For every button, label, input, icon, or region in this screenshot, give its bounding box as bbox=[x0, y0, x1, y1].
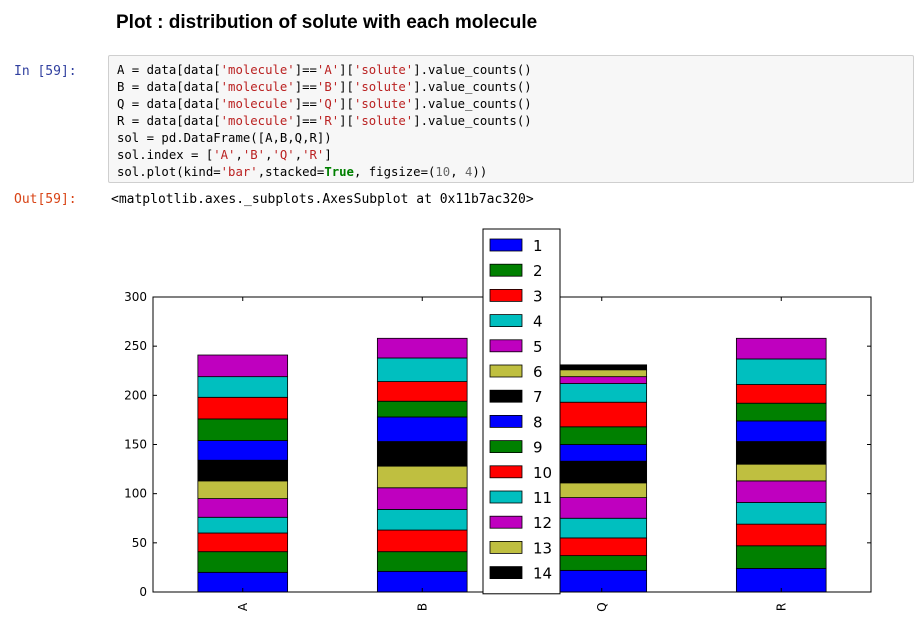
bar-segment bbox=[556, 497, 648, 519]
bar-segment bbox=[556, 537, 648, 557]
legend-label: 12 bbox=[533, 514, 552, 532]
legend-swatch bbox=[489, 566, 523, 579]
page-title: Plot : distribution of solute with each … bbox=[116, 12, 538, 33]
output-prompt: Out[59]: bbox=[14, 192, 77, 207]
bar-segment bbox=[197, 459, 289, 482]
legend-label: 2 bbox=[533, 262, 543, 280]
legend-swatch bbox=[489, 238, 523, 252]
output-text: <matplotlib.axes._subplots.AxesSubplot a… bbox=[111, 192, 534, 207]
bar-segment bbox=[735, 480, 827, 503]
bar-segment bbox=[735, 502, 827, 525]
legend-swatch bbox=[489, 263, 523, 277]
y-tick-label: 50 bbox=[132, 536, 147, 550]
x-tick-label: R bbox=[774, 603, 788, 611]
legend-label: 5 bbox=[533, 338, 543, 356]
legend-swatch bbox=[489, 440, 523, 454]
legend-label: 11 bbox=[533, 489, 552, 507]
bar-segment bbox=[556, 376, 648, 384]
code-line: B = data[data['molecule']=='B']['solute'… bbox=[117, 80, 532, 94]
bar-segment bbox=[197, 440, 289, 461]
bar-segment bbox=[556, 482, 648, 499]
legend-swatch bbox=[489, 389, 523, 403]
y-tick-label: 100 bbox=[124, 487, 147, 501]
legend-label: 14 bbox=[533, 565, 552, 583]
bar-segment bbox=[197, 418, 289, 441]
legend-swatch bbox=[489, 314, 523, 328]
bar-segment bbox=[735, 337, 827, 360]
bar-segment bbox=[735, 402, 827, 422]
y-tick-label: 250 bbox=[124, 339, 147, 353]
y-tick-label: 0 bbox=[139, 585, 147, 599]
bar-segment bbox=[735, 384, 827, 404]
bar-segment bbox=[556, 460, 648, 484]
bar-segment bbox=[556, 555, 648, 571]
bar-segment bbox=[556, 364, 648, 371]
bar-segment bbox=[556, 401, 648, 428]
bar-segment bbox=[376, 465, 468, 489]
legend-label: 8 bbox=[533, 413, 543, 431]
bar-segment bbox=[376, 551, 468, 572]
bar-segment bbox=[735, 523, 827, 547]
code-editor[interactable]: A = data[data['molecule']=='A']['solute'… bbox=[117, 62, 905, 181]
x-tick-label: B bbox=[415, 603, 429, 611]
input-prompt: In [59]: bbox=[14, 64, 77, 79]
y-tick-label: 150 bbox=[124, 438, 147, 452]
legend-label: 7 bbox=[533, 388, 543, 406]
bar-segment bbox=[197, 551, 289, 573]
code-line: Q = data[data['molecule']=='Q']['solute'… bbox=[117, 97, 532, 111]
bar-segment bbox=[197, 396, 289, 420]
bar-segment bbox=[197, 480, 289, 499]
bar-segment bbox=[197, 376, 289, 398]
bar-segment bbox=[376, 529, 468, 553]
legend-label: 13 bbox=[533, 539, 552, 557]
legend-swatch bbox=[489, 414, 523, 428]
bar-segment bbox=[197, 516, 289, 534]
y-tick-label: 200 bbox=[124, 388, 147, 402]
bar-segment bbox=[376, 508, 468, 531]
code-line: sol = pd.DataFrame([A,B,Q,R]) bbox=[117, 131, 332, 145]
bar-segment bbox=[735, 441, 827, 465]
bar-segment bbox=[376, 441, 468, 467]
legend-swatch bbox=[489, 541, 523, 554]
legend-swatch bbox=[489, 515, 523, 529]
legend-swatch bbox=[489, 490, 523, 504]
bar-segment bbox=[197, 498, 289, 518]
bar-segment bbox=[556, 444, 648, 462]
legend-swatch bbox=[489, 364, 523, 378]
code-cell[interactable]: A = data[data['molecule']=='A']['solute'… bbox=[108, 55, 914, 183]
legend-swatch bbox=[489, 465, 523, 479]
bar-segment bbox=[197, 354, 289, 378]
legend-label: 10 bbox=[533, 464, 552, 482]
bar-segment bbox=[556, 369, 648, 378]
bar-segment bbox=[376, 381, 468, 402]
bar-segment bbox=[376, 487, 468, 510]
bar-segment bbox=[735, 358, 827, 385]
bar-segment bbox=[556, 517, 648, 539]
bar-segment bbox=[556, 383, 648, 403]
bar-segment bbox=[735, 463, 827, 482]
bar-segment bbox=[556, 426, 648, 445]
legend-label: 9 bbox=[533, 439, 543, 457]
legend-label: 6 bbox=[533, 363, 543, 381]
legend-label: 4 bbox=[533, 313, 543, 331]
bar-segment bbox=[376, 337, 468, 359]
legend-label: 1 bbox=[533, 237, 543, 255]
code-line: sol.index = ['A','B','Q','R'] bbox=[117, 148, 332, 162]
legend-swatch bbox=[489, 339, 523, 353]
bar-segment bbox=[197, 532, 289, 553]
code-line: A = data[data['molecule']=='A']['solute'… bbox=[117, 63, 532, 77]
bar-segment bbox=[376, 416, 468, 442]
x-tick-label: Q bbox=[595, 602, 609, 611]
legend-swatch bbox=[489, 288, 523, 302]
y-tick-label: 300 bbox=[124, 290, 147, 304]
x-tick-label: A bbox=[236, 602, 250, 611]
bar-segment bbox=[735, 545, 827, 569]
legend-label: 3 bbox=[533, 287, 543, 305]
code-line: R = data[data['molecule']=='R']['solute'… bbox=[117, 114, 532, 128]
code-line: sol.plot(kind='bar',stacked=True, figsiz… bbox=[117, 165, 488, 179]
bar-segment bbox=[735, 420, 827, 442]
bar-segment bbox=[376, 357, 468, 382]
bar-segment bbox=[376, 400, 468, 418]
